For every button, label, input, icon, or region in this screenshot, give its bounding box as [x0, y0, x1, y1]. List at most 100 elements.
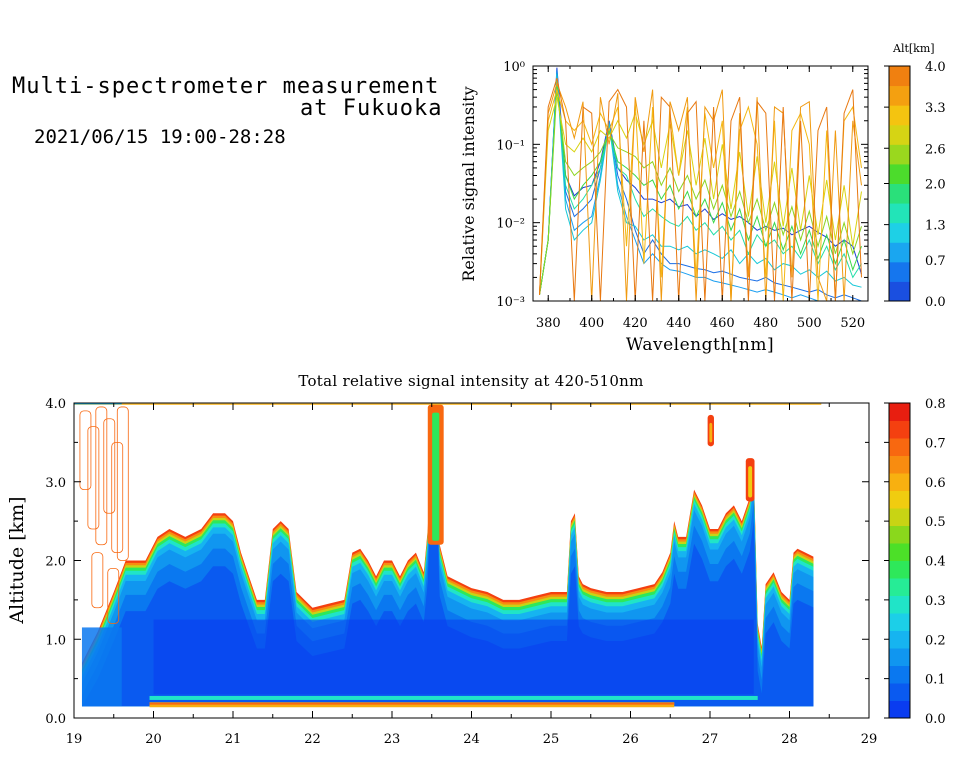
altitude-colorbar-cell — [889, 124, 910, 145]
intensity-colorbar-tick-label: 0.5 — [925, 515, 946, 530]
spectrum-y-axis-label: Relative signal intensity — [459, 86, 478, 281]
heatmap-x-tick-label: 29 — [861, 732, 878, 747]
heatmap-y-axis-label: Altitude [km] — [6, 496, 28, 624]
altitude-colorbar-cell — [889, 183, 910, 204]
intensity-colorbar-tick-label: 0.4 — [925, 555, 946, 570]
altitude-colorbar-cell — [889, 222, 910, 243]
spectrum-x-tick-label: 420 — [623, 316, 648, 331]
altitude-colorbar-cell — [889, 281, 910, 302]
heatmap-x-tick-label: 25 — [543, 732, 560, 747]
heatmap-x-tick-label: 22 — [304, 732, 321, 747]
spectrum-x-axis-label: Wavelength[nm] — [626, 335, 774, 355]
intensity-colorbar-tick-label: 0.7 — [925, 436, 946, 451]
spectrum-y-tick-label: 10⁰ — [503, 60, 525, 75]
altitude-colorbar-tick-label: 1.3 — [925, 219, 946, 234]
heatmap-x-tick-label: 19 — [66, 732, 83, 747]
low-cloud-band — [149, 702, 675, 705]
spectrum-series-line — [539, 71, 862, 301]
spectrum-panel: 380 400 420 440 460 480 500 52010⁻³10⁻²10⁻¹10⁰ … — [459, 60, 869, 355]
spectrum-x-tick-label: 520 — [840, 316, 865, 331]
figure-location: at Fukuoka — [300, 96, 443, 121]
intensity-colorbar-cell — [889, 613, 910, 631]
intensity-colorbar-cell — [889, 665, 910, 684]
altitude-colorbar-tick-label: 2.6 — [925, 142, 946, 157]
altitude-colorbar-cell — [889, 163, 910, 184]
heatmap-x-tick-label: 26 — [622, 732, 639, 747]
altitude-colorbar-cell — [889, 203, 910, 224]
cloud-core-region — [153, 619, 754, 695]
intensity-colorbar-cell — [889, 508, 910, 526]
intensity-colorbar-cell — [889, 543, 910, 561]
intensity-colorbar-cell — [889, 525, 910, 544]
heatmap-x-tick-label: 23 — [384, 732, 401, 747]
intensity-colorbar-tick-label: 0.8 — [925, 397, 946, 412]
heatmap-x-tick-label: 21 — [225, 732, 242, 747]
spectrum-y-tick-label: 10⁻³ — [496, 295, 525, 310]
noisy-signal-contour — [79, 410, 92, 491]
heatmap-title: Total relative signal intensity at 420-5… — [298, 372, 643, 390]
intensity-colorbar-cell — [889, 578, 910, 596]
intensity-colorbar: 0.0 0.1 0.2 0.3 0.4 0.5 0.6 0.7 0.8 — [884, 397, 946, 727]
early-cloud-region — [81, 627, 122, 707]
heatmap-y-tick-label: 2.0 — [45, 555, 66, 570]
heatmap-frame — [73, 402, 870, 719]
intensity-colorbar-tick-label: 0.2 — [925, 633, 946, 648]
spectrum-plot-area — [533, 66, 868, 301]
intensity-colorbar-cell — [889, 560, 910, 579]
intensity-colorbar-cell — [889, 630, 910, 649]
spectrum-x-tick-label: 400 — [579, 316, 604, 331]
altitude-colorbar-cell — [889, 66, 910, 87]
spectrum-series-line — [539, 78, 862, 295]
heatmap-panel: Total relative signal intensity at 420-5… — [6, 372, 877, 747]
altitude-colorbar-tick-label: 3.3 — [925, 101, 946, 116]
altitude-colorbar-tick-label: 0.0 — [925, 295, 946, 310]
low-cloud-band — [149, 702, 675, 708]
convective-column-core — [748, 466, 753, 498]
noisy-signal-contour — [95, 406, 108, 546]
noisy-signal-contour — [107, 567, 120, 624]
intensity-colorbar-tick-label: 0.3 — [925, 594, 946, 609]
convective-column-core — [432, 412, 440, 541]
intensity-colorbar-cell — [889, 700, 910, 719]
spectrum-series-line — [539, 77, 862, 301]
altitude-colorbar-label: Alt[km] — [892, 42, 935, 55]
intensity-colorbar-cell — [889, 420, 910, 439]
spectrum-x-tick-label: 480 — [753, 316, 778, 331]
heatmap-x-tick-label: 28 — [781, 732, 798, 747]
intensity-colorbar-cell — [889, 683, 910, 701]
heatmap-y-tick-label: 1.0 — [45, 633, 66, 648]
spectrum-y-tick-label: 10⁻² — [496, 217, 525, 232]
intensity-colorbar-cell — [889, 403, 910, 421]
altitude-colorbar-tick-label: 0.7 — [925, 254, 946, 269]
intensity-colorbar-tick-label: 0.1 — [925, 673, 946, 688]
altitude-colorbar-tick-label: 4.0 — [925, 60, 946, 75]
heatmap-x-tick-label: 20 — [145, 732, 162, 747]
intensity-colorbar-cell — [889, 473, 910, 491]
noisy-signal-contour — [103, 418, 116, 514]
noisy-signal-contour — [87, 426, 100, 530]
altitude-colorbar-cell — [889, 261, 910, 282]
heatmap-y-tick-label: 3.0 — [45, 476, 66, 491]
altitude-colorbar-cell — [889, 144, 910, 165]
heatmap-y-tick-label: 4.0 — [45, 397, 66, 412]
altitude-colorbar-cell — [889, 105, 910, 126]
spectrum-x-tick-label: 500 — [797, 316, 822, 331]
altitude-colorbar-cell — [889, 242, 910, 263]
spectrum-x-tick-label: 440 — [666, 316, 691, 331]
convective-column-core — [709, 422, 713, 443]
intensity-colorbar-tick-label: 0.6 — [925, 476, 946, 491]
spectrum-frame — [532, 65, 869, 302]
noisy-signal-contour — [116, 406, 129, 561]
intensity-colorbar-cell — [889, 595, 910, 614]
altitude-colorbar-tick-label: 2.0 — [925, 178, 946, 193]
low-cloud-band — [149, 695, 758, 700]
spectrum-x-tick-label: 380 — [536, 316, 561, 331]
measurement-period: 2021/06/15 19:00-28:28 — [34, 126, 286, 148]
spectrum-y-tick-label: 10⁻¹ — [496, 138, 525, 153]
spectrum-series-line — [539, 69, 862, 301]
altitude-colorbar-cell — [889, 85, 910, 106]
heatmap-x-tick-label: 27 — [702, 732, 719, 747]
intensity-colorbar-cell — [889, 438, 910, 456]
spectrum-x-tick-label: 460 — [710, 316, 735, 331]
